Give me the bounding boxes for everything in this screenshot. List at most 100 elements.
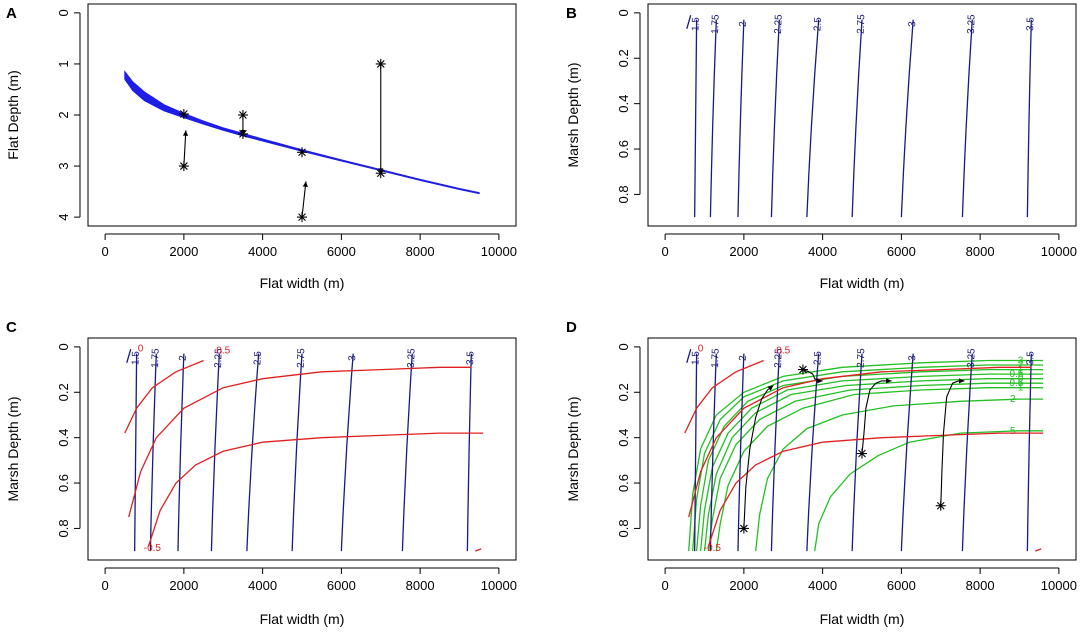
state-marker	[935, 500, 946, 511]
plot-area	[124, 58, 480, 223]
y-tick-label: 0	[56, 343, 71, 350]
x-tick-label: 6000	[327, 578, 356, 593]
width-contour	[291, 353, 303, 552]
x-tick-label: 2000	[729, 244, 758, 259]
y-axis-title: Marsh Depth (m)	[5, 396, 21, 501]
y-tick-label: 0.4	[616, 429, 631, 447]
width-contour-label: 2.5	[252, 351, 263, 366]
width-contour-label: 2.25	[773, 348, 785, 368]
width-contour-label: 1.5	[690, 351, 701, 366]
depth-contour-label: 0	[698, 343, 704, 354]
width-contour	[961, 19, 973, 218]
y-tick-label: 0	[616, 9, 631, 16]
state-marker-d2	[376, 169, 385, 178]
plot-area: 1.5 1.75 2 2.25 2.5 2.75 3 3.25 3.5	[686, 14, 1037, 218]
accretion-contour	[699, 373, 1044, 552]
panel-letter: B	[566, 5, 577, 22]
trajectory-arrowhead	[817, 378, 823, 384]
width-contour	[806, 353, 820, 552]
state-marker	[237, 110, 248, 120]
x-axis-title: Flat width (m)	[260, 275, 345, 291]
y-tick-label: 1	[56, 60, 71, 67]
depth-contour	[124, 359, 204, 434]
width-contour-label: 2.5	[812, 351, 823, 366]
width-contour	[737, 353, 745, 552]
width-contour-label: 3.25	[966, 14, 978, 34]
accretion-contour-label: 5	[1010, 426, 1016, 437]
x-tick-label: 8000	[406, 244, 435, 259]
accretion-contour	[814, 430, 1044, 552]
x-axis-title: Flat width (m)	[820, 611, 905, 627]
y-tick-label: 0.6	[56, 474, 71, 492]
accretion-contour	[695, 368, 1044, 552]
panel-letter: C	[6, 319, 17, 336]
y-axis-title: Flat Depth (m)	[5, 70, 21, 159]
width-contour	[1026, 19, 1032, 218]
width-contour	[1026, 353, 1032, 552]
y-tick-label: 0.4	[56, 429, 71, 447]
x-tick-label: 0	[662, 244, 669, 259]
accretion-contour	[688, 359, 1044, 552]
plot-frame	[647, 3, 1077, 227]
width-contour-label: 3	[347, 355, 358, 361]
state-marker-d2	[298, 148, 306, 157]
accretion-contour-label: 0	[1018, 374, 1024, 385]
accretion-contour	[692, 364, 1044, 552]
accretion-contour	[703, 378, 1044, 552]
state-marker-d2	[739, 524, 748, 533]
width-contour-label: 3.5	[1025, 351, 1036, 366]
x-tick-label: 2000	[729, 578, 758, 593]
x-tick-label: 4000	[248, 578, 277, 593]
trajectory-arrowhead	[958, 378, 965, 384]
plot-area: 1.5 1.75 2 2.25 2.5 2.75 3 3.25 3.5 0.5 0 -0.5	[124, 343, 484, 554]
width-contour-label: 2.75	[856, 14, 868, 34]
state-marker	[857, 448, 867, 459]
state-marker-d2	[376, 60, 385, 68]
x-tick-label: 4000	[808, 578, 837, 593]
accretion-contour-label: -2	[1014, 360, 1023, 371]
width-contour-label: 3	[907, 21, 918, 27]
x-tick-label: 6000	[887, 244, 916, 259]
y-tick-label: 0.8	[616, 519, 631, 537]
width-contour	[466, 353, 472, 552]
width-contour-label: 3	[907, 355, 918, 361]
width-contour-label: 3.25	[966, 348, 978, 368]
x-tick-label: 10000	[481, 578, 517, 593]
y-tick-label: 0.6	[616, 140, 631, 158]
x-tick-label: 0	[662, 578, 669, 593]
y-tick-label: 2	[56, 111, 71, 118]
width-contour	[709, 19, 717, 218]
width-contour	[401, 353, 413, 552]
width-contour-label: 1.75	[710, 14, 722, 34]
x-axis-title: Flat width (m)	[260, 611, 345, 627]
panel-A: 0 2000 4000 6000 8000 10000 Flat width (m) 0 1 2 3…	[5, 3, 517, 291]
trajectory-path	[861, 380, 892, 454]
y-tick-label: 0.2	[616, 383, 631, 401]
state-marker	[297, 147, 307, 158]
width-contour-label: 3.25	[406, 348, 418, 368]
width-contour-label: 2.75	[296, 348, 308, 368]
width-contour-label: 2.25	[213, 348, 225, 368]
depth-contour	[684, 359, 764, 434]
x-tick-label: 6000	[327, 244, 356, 259]
y-tick-label: 0	[56, 9, 71, 16]
x-tick-label: 8000	[406, 578, 435, 593]
x-tick-label: 8000	[966, 244, 995, 259]
trajectory-arrow	[301, 181, 307, 218]
state-marker-d2	[799, 365, 807, 374]
trajectory-arrow	[183, 130, 187, 167]
depth-contour	[707, 432, 1044, 547]
y-tick-label: 0	[616, 343, 631, 350]
accretion-contour-label: 0.5	[1009, 378, 1023, 389]
state-marker-d2	[239, 130, 247, 138]
accretion-contour	[755, 398, 1044, 552]
depth-contour-label: 0.5	[776, 346, 790, 357]
state-marker-d2	[858, 449, 866, 458]
width-contour	[961, 353, 973, 552]
state-marker	[178, 161, 189, 172]
plot-frame	[647, 337, 1077, 561]
trajectory-path	[940, 380, 965, 506]
depth-contour	[147, 432, 484, 547]
y-tick-label: 0.4	[616, 95, 631, 113]
